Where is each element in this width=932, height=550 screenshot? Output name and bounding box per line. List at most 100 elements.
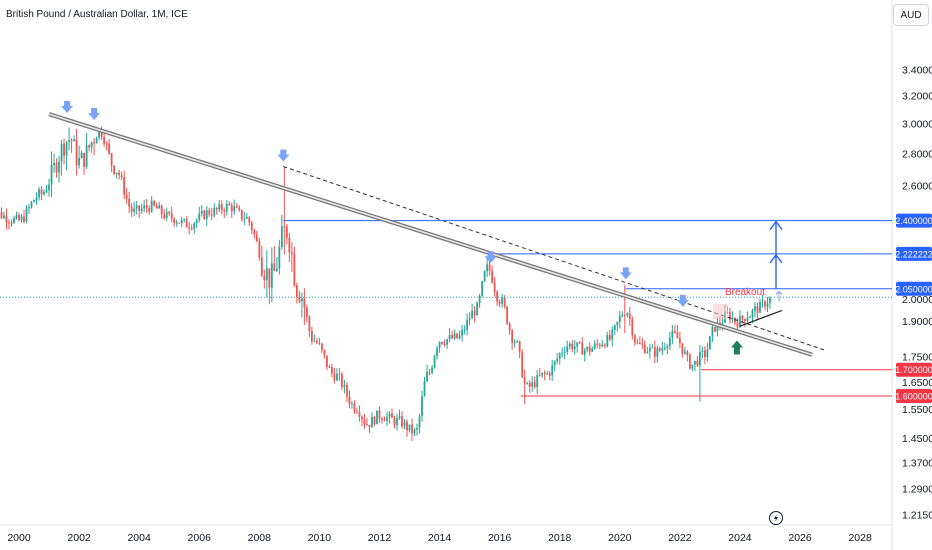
price-axis[interactable]: 3.400000 3.200000 3.000000 2.800000 2.600000… (902, 65, 932, 522)
candle-body (383, 419, 386, 422)
candle (663, 342, 666, 351)
candle-body (413, 429, 416, 434)
candle (626, 312, 629, 318)
candle (40, 186, 43, 201)
candle-body (178, 222, 181, 224)
candle (603, 343, 606, 349)
time-axis[interactable]: 2000 2002 2004 2006 2008 2010 2012 2014 2016 2018… (7, 532, 872, 544)
candle (361, 415, 363, 427)
candle (668, 331, 671, 351)
candle (175, 219, 178, 227)
candle-body (581, 342, 584, 355)
candle-body (376, 410, 378, 425)
candle-body (576, 342, 579, 347)
candle (273, 246, 276, 272)
time-tick-label: 2010 (308, 532, 332, 544)
candle (60, 139, 63, 176)
candle (95, 136, 98, 144)
candle (471, 303, 474, 319)
candle (130, 203, 133, 217)
candle-body (506, 306, 509, 324)
short-trendline[interactable] (739, 309, 783, 327)
candle-body (418, 416, 421, 428)
candle (128, 191, 131, 214)
candle-body (583, 350, 586, 355)
candle-body (50, 164, 53, 185)
candle-body (526, 383, 529, 385)
candle (188, 222, 191, 235)
candle-body (298, 297, 301, 302)
candle (133, 201, 136, 216)
candle-body (30, 201, 33, 208)
candle (576, 342, 579, 353)
candle-body (250, 222, 253, 231)
candle-body (749, 316, 751, 319)
candle (253, 228, 256, 239)
candle (238, 205, 241, 212)
candle (541, 372, 544, 378)
time-tick-label: 2028 (848, 532, 872, 544)
candle (268, 268, 271, 305)
candle-body (315, 340, 318, 343)
candle (305, 304, 308, 323)
candle-body (694, 360, 696, 365)
candle-body (346, 384, 348, 397)
candle-body (611, 329, 614, 340)
candle (729, 307, 731, 324)
candle (401, 411, 403, 429)
candle (526, 381, 529, 385)
projection-arrowhead (769, 220, 783, 231)
candle-body (769, 297, 771, 304)
candle-body (10, 222, 13, 224)
candle-body (5, 215, 8, 223)
candle (658, 346, 661, 353)
candle (628, 307, 631, 327)
candle-body (240, 209, 243, 220)
candle-body (751, 310, 754, 317)
candle-body (120, 175, 123, 178)
candle-body (493, 282, 496, 292)
candle (493, 276, 496, 297)
price-tick-label: 1.550000 (902, 404, 932, 416)
candle-body (731, 317, 734, 320)
candle (749, 315, 751, 319)
candle-body (163, 214, 166, 219)
candle (546, 371, 549, 376)
candle-body (648, 347, 651, 352)
candle (699, 345, 701, 402)
candle-body (38, 189, 40, 198)
candle (441, 341, 443, 346)
candle (446, 338, 448, 349)
candle-body (288, 237, 291, 253)
candle-body (761, 301, 764, 303)
candle (598, 342, 601, 350)
candle (688, 353, 691, 370)
candle (13, 215, 15, 225)
lightning-icon[interactable] (769, 511, 783, 525)
candle (631, 315, 634, 340)
candle (110, 152, 113, 173)
candle (140, 203, 143, 214)
candle (473, 306, 476, 323)
candle-body (456, 333, 458, 339)
candle-body (23, 216, 25, 222)
candle-body (759, 302, 761, 313)
candle-body (310, 331, 313, 342)
candle (418, 414, 421, 434)
currency-button[interactable]: AUD (893, 4, 929, 26)
candle-body (613, 325, 616, 330)
candle-body (658, 348, 661, 351)
candle (150, 196, 153, 213)
candle (704, 346, 706, 365)
candle-body (158, 205, 161, 209)
candle (714, 326, 716, 333)
candle (93, 138, 95, 156)
candle (438, 341, 441, 353)
candle (373, 415, 376, 427)
candle-body (488, 264, 491, 271)
candle (0, 207, 3, 220)
candle-body (373, 416, 376, 425)
up-arrow-icon (730, 340, 743, 355)
